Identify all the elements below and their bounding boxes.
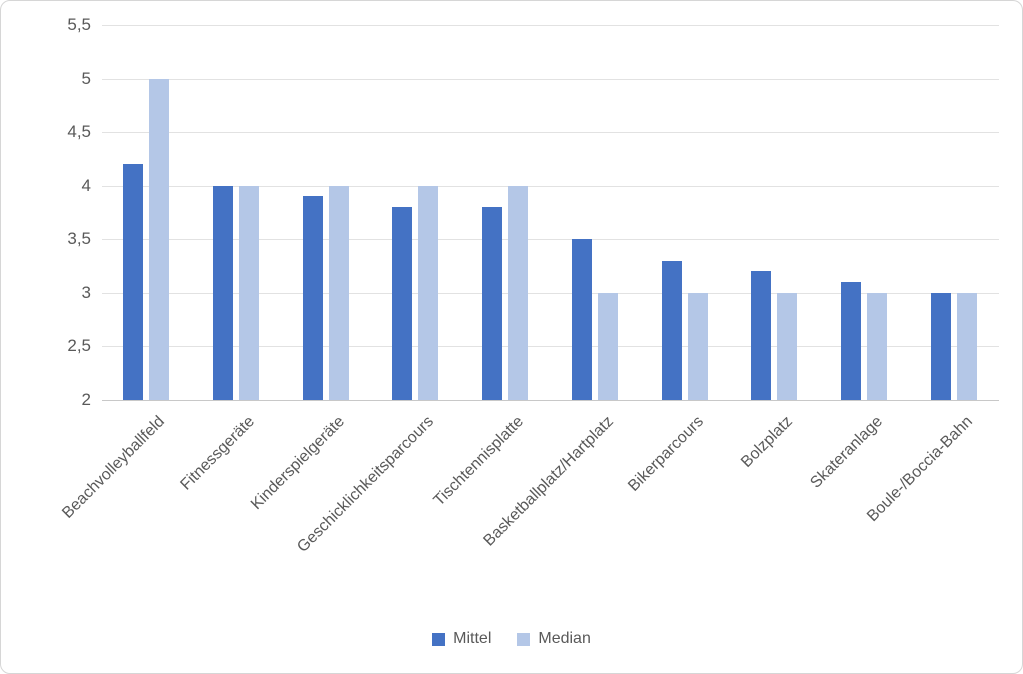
y-axis-tick-label: 5,5 [67, 15, 91, 34]
y-axis-tick-label: 3 [81, 282, 91, 302]
bar-mittel [482, 207, 503, 400]
legend-item-mittel: Mittel [432, 630, 491, 648]
bar-median [687, 292, 708, 400]
bar-mittel [123, 164, 144, 400]
y-axis-tick-label: 2 [81, 390, 91, 409]
bar-median [418, 185, 439, 400]
gridline [101, 185, 999, 187]
bar-median [239, 185, 260, 400]
bar-median [777, 292, 798, 400]
gridline [101, 292, 999, 294]
legend-label-median: Median [538, 630, 591, 647]
legend: Mittel Median [1, 630, 1022, 648]
legend-swatch-mittel [432, 632, 446, 646]
y-axis-tick-label: 2,5 [67, 336, 91, 356]
bar-mittel [302, 196, 323, 400]
gridline [101, 346, 999, 348]
x-axis-line [101, 400, 999, 401]
gridline [101, 239, 999, 241]
bar-mittel [661, 260, 682, 400]
bar-median [508, 185, 529, 400]
gridline [101, 25, 999, 26]
bar-mittel [571, 239, 592, 400]
bar-mittel [392, 207, 413, 400]
y-axis-tick-label: 4,5 [67, 122, 91, 142]
legend-label-mittel: Mittel [453, 630, 492, 647]
y-axis-tick-label: 4 [81, 175, 91, 195]
gridline [101, 132, 999, 134]
bar-median [149, 78, 170, 400]
bar-mittel [930, 292, 951, 400]
gridline [101, 78, 999, 80]
bar-mittel [840, 282, 861, 400]
bar-mittel [213, 185, 234, 400]
y-axis-tick-label: 5 [81, 68, 91, 88]
legend-swatch-median [517, 632, 531, 646]
bar-mittel [751, 271, 772, 400]
legend-item-median: Median [517, 630, 591, 648]
bar-median [328, 185, 349, 400]
bar-median [956, 292, 977, 400]
bar-median [866, 292, 887, 400]
bar-median [597, 292, 618, 400]
y-axis-tick-label: 3,5 [67, 229, 91, 249]
